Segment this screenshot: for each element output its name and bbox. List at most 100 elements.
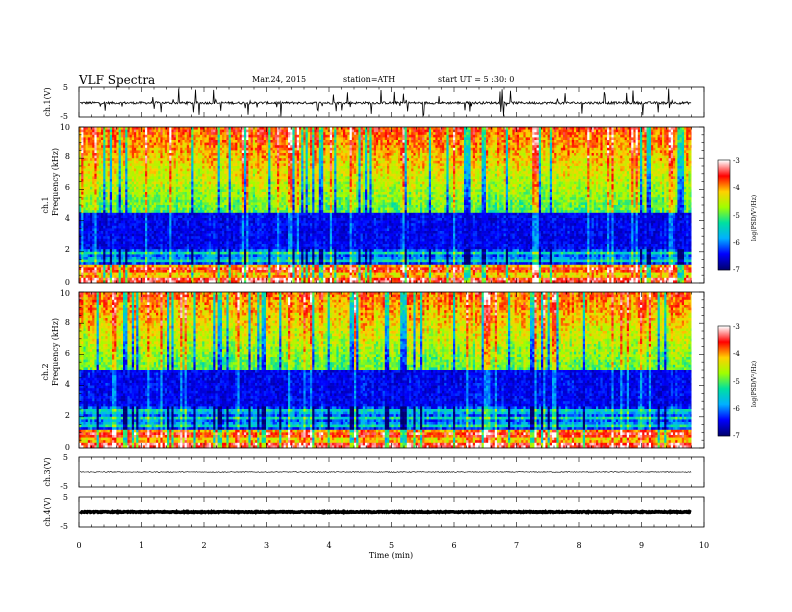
spectrogram-cell	[343, 127, 346, 130]
spectrogram-cell	[235, 130, 238, 133]
spectrogram-cell	[143, 130, 146, 133]
spectrogram-cell	[407, 127, 410, 130]
spectrogram-cell	[446, 132, 449, 135]
spectrogram-cell	[396, 127, 399, 130]
spectrogram-cell	[407, 132, 410, 135]
spectrogram-cell	[475, 127, 478, 130]
spectrogram-cell	[97, 132, 100, 135]
spectrogram-cell	[288, 127, 291, 130]
spectrogram-cell	[273, 130, 276, 133]
spectrogram-cell	[330, 130, 333, 133]
spectrogram-cell	[427, 130, 430, 133]
spectrogram-cell	[176, 127, 179, 130]
spectrogram-cell	[345, 127, 348, 130]
spectrogram-cell	[471, 132, 474, 135]
spectrogram-cell	[431, 130, 434, 133]
spectrogram-cell	[442, 130, 445, 133]
spectrogram-cell	[457, 130, 460, 133]
spectrogram-cell	[204, 132, 207, 135]
spectrogram-cell	[440, 132, 443, 135]
spectrogram-cell	[651, 132, 654, 135]
spectrogram-cell	[594, 127, 597, 130]
spectrogram-cell	[334, 127, 337, 130]
spectrogram-cell	[484, 132, 487, 135]
spectrogram-cell	[130, 130, 133, 133]
spectrogram-cell	[319, 132, 322, 135]
spectrogram-cell	[523, 127, 526, 130]
spectrogram-cell	[572, 127, 575, 130]
spectrogram-cell	[431, 132, 434, 135]
spectrogram-cell	[680, 132, 683, 135]
spectrogram-cell	[251, 130, 254, 133]
spectrogram-cell	[473, 127, 476, 130]
spectrogram-cell	[253, 130, 256, 133]
spectrogram-cell	[152, 132, 155, 135]
spectrogram-cell	[112, 132, 115, 135]
spectrogram-cell	[86, 130, 89, 133]
spectrogram-cell	[292, 130, 295, 133]
spectrogram-cell	[504, 132, 507, 135]
spectrogram-cell	[134, 130, 137, 133]
spectrogram-cell	[299, 127, 302, 130]
spectrogram-cell	[182, 130, 185, 133]
spectrogram-cell	[539, 127, 542, 130]
spectrogram-cell	[532, 127, 535, 130]
spectrogram-cell	[662, 132, 665, 135]
spectrogram-cell	[235, 127, 238, 130]
spectrogram-cell	[321, 130, 324, 133]
spectrogram-cell	[420, 127, 423, 130]
spectrogram-cell	[138, 127, 141, 130]
spectrogram-cell	[427, 132, 430, 135]
spectrogram-cell	[405, 127, 408, 130]
spectrogram-cell	[319, 127, 322, 130]
spectrogram-cell	[284, 130, 287, 133]
spectrogram-cell	[486, 132, 489, 135]
spectrogram-cell	[442, 132, 445, 135]
spectrogram-cell	[418, 127, 421, 130]
spectrogram-cell	[378, 127, 381, 130]
spectrogram-cell	[455, 127, 458, 130]
spectrogram-cell	[638, 130, 641, 133]
spectrogram-cell	[484, 130, 487, 133]
spectrogram-cell	[202, 127, 205, 130]
spectrogram-cell	[209, 130, 212, 133]
spectrogram-cell	[565, 130, 568, 133]
spectrogram-cell	[273, 127, 276, 130]
spectrogram-cell	[420, 130, 423, 133]
spectrogram-cell	[581, 127, 584, 130]
spectrogram-cell	[532, 130, 535, 133]
spectrogram-cell	[532, 132, 535, 135]
spectrogram-cell	[171, 132, 174, 135]
spectrogram-cell	[83, 127, 86, 130]
spectrogram-cell	[504, 130, 507, 133]
spectrogram-cell	[402, 130, 405, 133]
spectrogram-cell	[618, 130, 621, 133]
spectrogram-cell	[424, 132, 427, 135]
spectrogram-cell	[625, 132, 628, 135]
spectrogram-cell	[374, 130, 377, 133]
spectrogram-cell	[130, 127, 133, 130]
spectrogram-cell	[308, 127, 311, 130]
spectrogram-cell	[86, 127, 89, 130]
spectrogram-cell	[347, 132, 350, 135]
spectrogram-cell	[449, 132, 452, 135]
spectrogram-cell	[343, 130, 346, 133]
spectrogram-cell	[143, 127, 146, 130]
spectrogram-cell	[383, 132, 386, 135]
spectrogram-cell	[336, 127, 339, 130]
spectrogram-cell	[598, 132, 601, 135]
spectrogram-cell	[242, 127, 245, 130]
spectrogram-cell	[649, 130, 652, 133]
spectrogram-cell	[556, 130, 559, 133]
spectrogram-cell	[376, 127, 379, 130]
spectrogram-cell	[633, 127, 636, 130]
spectrogram-cell	[123, 132, 126, 135]
spectrogram-cell	[334, 130, 337, 133]
spectrogram-cell	[222, 132, 225, 135]
spectrogram-cell	[462, 130, 465, 133]
spectrogram-cell	[90, 132, 93, 135]
spectrogram-cell	[292, 132, 295, 135]
spectrogram-cell	[145, 130, 148, 133]
spectrogram-cell	[508, 132, 511, 135]
spectrogram-cell	[244, 130, 247, 133]
